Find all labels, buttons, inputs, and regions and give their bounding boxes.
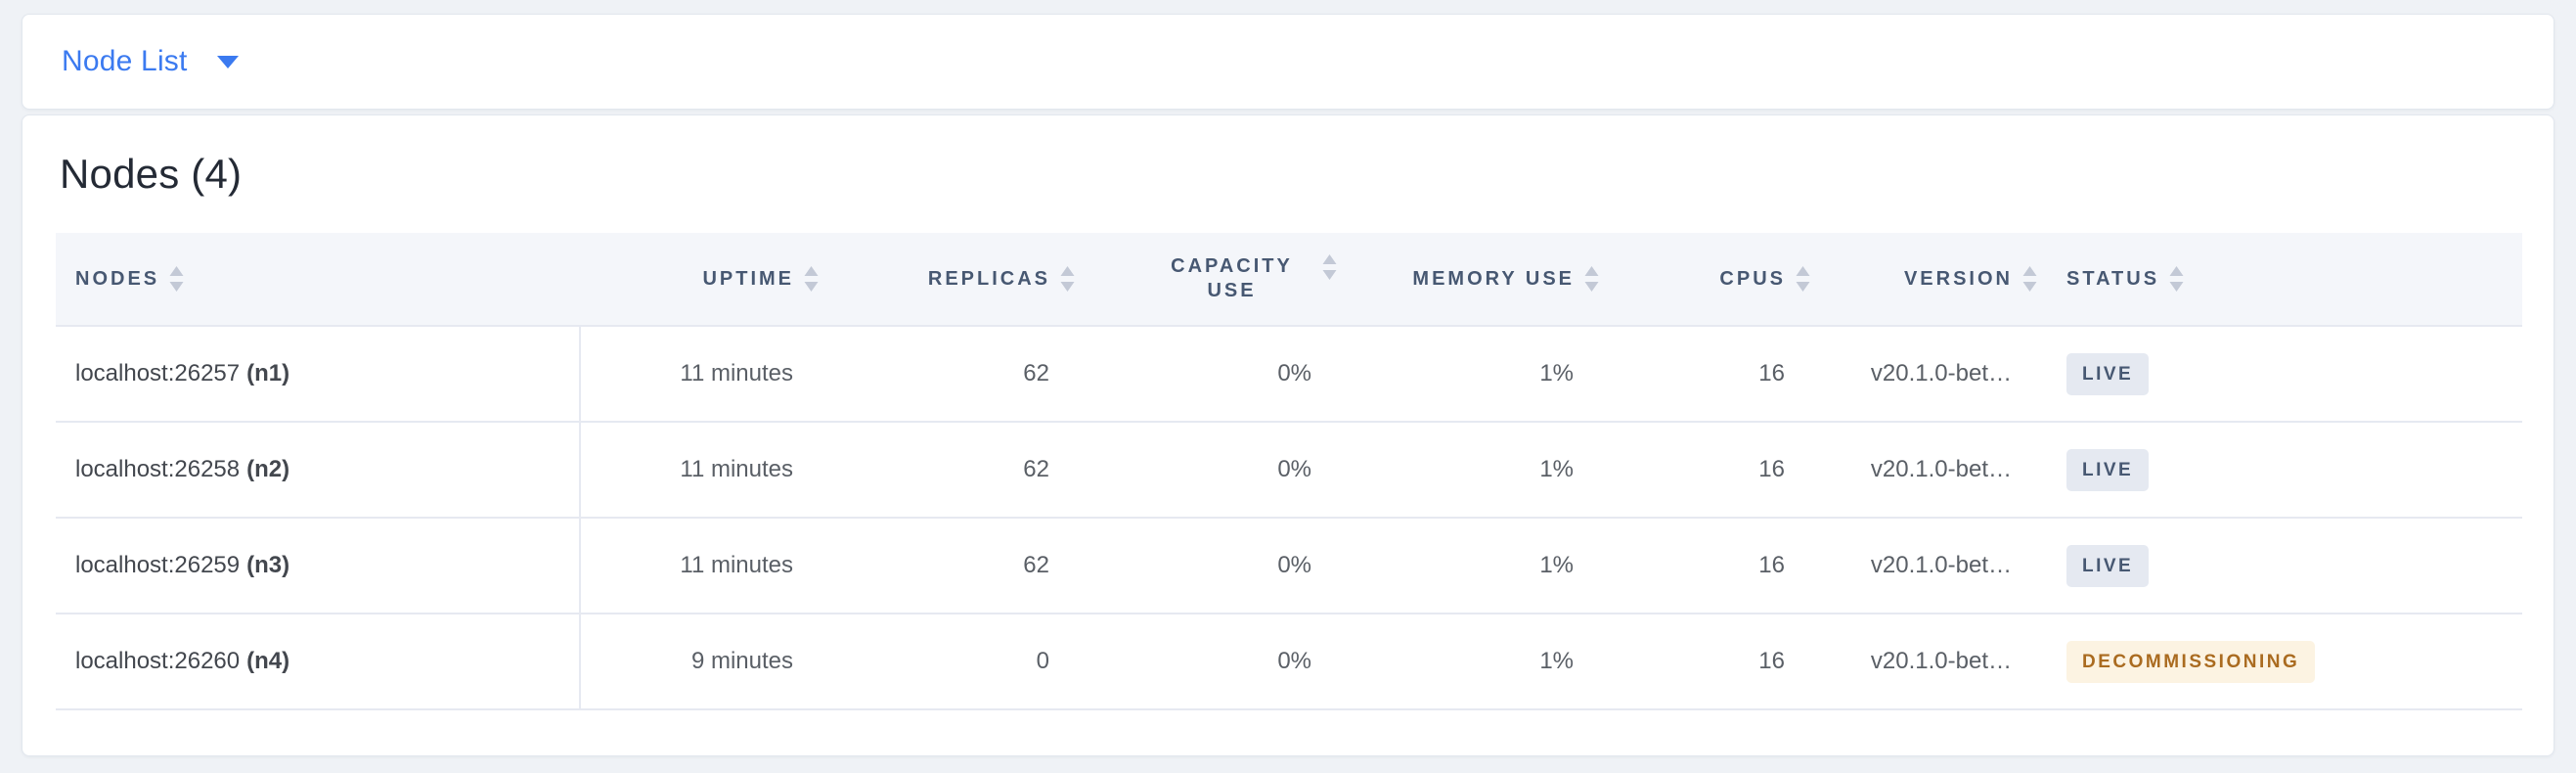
- node-id: (n2): [246, 456, 290, 482]
- replicas-cell: 62: [834, 326, 1090, 423]
- column-header-memory-use[interactable]: MEMORY USE: [1353, 233, 1615, 327]
- view-selector-dropdown[interactable]: Node List: [22, 14, 2554, 110]
- column-header-replicas[interactable]: REPLICAS: [834, 233, 1090, 327]
- memory-use-cell: 1%: [1353, 518, 1615, 614]
- version-cell: v20.1.0-bet…: [1826, 614, 2053, 710]
- status-cell: DECOMMISSIONING: [2053, 614, 2522, 710]
- node-address-cell: localhost:26258 (n2): [56, 422, 581, 519]
- node-address: localhost:26258: [75, 456, 241, 482]
- uptime-cell: 9 minutes: [580, 614, 834, 710]
- column-header-status[interactable]: STATUS: [2053, 233, 2522, 327]
- nodes-table: NODES UPTIME REPLICAS CAPACITY USE MEMOR…: [56, 233, 2522, 710]
- capacity-use-cell: 0%: [1090, 326, 1353, 423]
- column-header-nodes[interactable]: NODES: [56, 233, 580, 327]
- status-badge: LIVE: [2066, 352, 2150, 395]
- sort-arrows-icon: [804, 266, 819, 292]
- status-cell: LIVE: [2053, 422, 2522, 519]
- column-header-capacity-use[interactable]: CAPACITY USE: [1090, 233, 1353, 327]
- column-label: REPLICAS: [927, 267, 1050, 290]
- node-row[interactable]: localhost:26260 (n4) 9 minutes 0 0% 1% 16…: [56, 614, 2522, 710]
- memory-use-cell: 1%: [1353, 422, 1615, 519]
- node-id: (n4): [246, 648, 290, 674]
- status-cell: LIVE: [2053, 518, 2522, 614]
- capacity-use-cell: 0%: [1090, 614, 1353, 710]
- uptime-cell: 11 minutes: [580, 422, 834, 519]
- node-address: localhost:26260: [75, 648, 241, 674]
- sort-arrows-icon: [2022, 266, 2037, 292]
- cpus-cell: 16: [1615, 614, 1826, 710]
- column-label: UPTIME: [702, 267, 794, 290]
- node-row[interactable]: localhost:26259 (n3) 11 minutes 62 0% 1% …: [56, 518, 2522, 614]
- sort-arrows-icon: [1060, 266, 1075, 292]
- node-address-cell: localhost:26260 (n4): [56, 614, 581, 710]
- column-header-version[interactable]: VERSION: [1826, 233, 2053, 327]
- sort-arrows-icon: [1796, 266, 1810, 292]
- node-address-cell: localhost:26259 (n3): [56, 518, 581, 614]
- memory-use-cell: 1%: [1353, 614, 1615, 710]
- status-cell: LIVE: [2053, 326, 2522, 423]
- replicas-cell: 62: [834, 518, 1090, 614]
- sort-arrows-icon: [1584, 266, 1599, 292]
- replicas-cell: 0: [834, 614, 1090, 710]
- sort-arrows-icon: [169, 266, 184, 292]
- node-id: (n1): [246, 360, 290, 386]
- node-address: localhost:26257: [75, 360, 241, 386]
- column-label: CAPACITY USE: [1171, 255, 1293, 301]
- table-header-row: NODES UPTIME REPLICAS CAPACITY USE MEMOR…: [56, 233, 2522, 327]
- page: Node List Nodes (4) NODES UPTIME REPLIC: [22, 14, 2554, 756]
- node-row[interactable]: localhost:26258 (n2) 11 minutes 62 0% 1% …: [56, 422, 2522, 519]
- uptime-cell: 11 minutes: [580, 518, 834, 614]
- node-id: (n3): [246, 552, 290, 578]
- uptime-cell: 11 minutes: [580, 326, 834, 423]
- column-label: MEMORY USE: [1412, 267, 1575, 290]
- version-cell: v20.1.0-bet…: [1826, 422, 2053, 519]
- node-address: localhost:26259: [75, 552, 241, 578]
- status-badge: LIVE: [2066, 544, 2150, 587]
- version-cell: v20.1.0-bet…: [1826, 326, 2053, 423]
- version-cell: v20.1.0-bet…: [1826, 518, 2053, 614]
- replicas-cell: 62: [834, 422, 1090, 519]
- view-selector-label: Node List: [62, 45, 188, 77]
- status-badge: DECOMMISSIONING: [2066, 640, 2316, 683]
- cpus-cell: 16: [1615, 326, 1826, 423]
- memory-use-cell: 1%: [1353, 326, 1615, 423]
- column-header-cpus[interactable]: CPUS: [1615, 233, 1826, 327]
- node-row[interactable]: localhost:26257 (n1) 11 minutes 62 0% 1% …: [56, 326, 2522, 423]
- sort-arrows-icon: [2169, 266, 2184, 292]
- caret-down-icon: [216, 55, 239, 68]
- page-title: Nodes (4): [60, 151, 243, 197]
- capacity-use-cell: 0%: [1090, 422, 1353, 519]
- column-label: VERSION: [1903, 267, 2013, 290]
- column-header-uptime[interactable]: UPTIME: [580, 233, 834, 327]
- cpus-cell: 16: [1615, 518, 1826, 614]
- node-list-card: Nodes (4) NODES UPTIME REPLICAS: [22, 114, 2554, 756]
- sort-arrows-icon: [1322, 254, 1337, 280]
- cpus-cell: 16: [1615, 422, 1826, 519]
- column-label: STATUS: [2066, 267, 2160, 290]
- column-label: CPUS: [1719, 267, 1786, 290]
- status-badge: LIVE: [2066, 448, 2150, 491]
- capacity-use-cell: 0%: [1090, 518, 1353, 614]
- column-label: NODES: [75, 267, 160, 290]
- node-address-cell: localhost:26257 (n1): [56, 326, 581, 423]
